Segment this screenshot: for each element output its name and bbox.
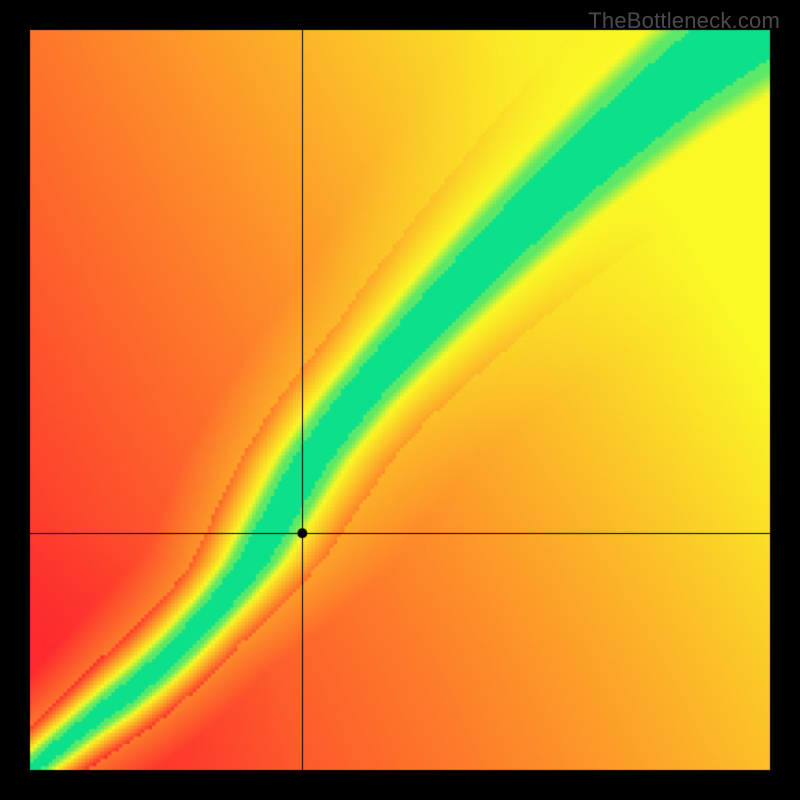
heatmap-canvas [0, 0, 800, 800]
chart-container: TheBottleneck.com [0, 0, 800, 800]
watermark-text: TheBottleneck.com [588, 8, 780, 34]
